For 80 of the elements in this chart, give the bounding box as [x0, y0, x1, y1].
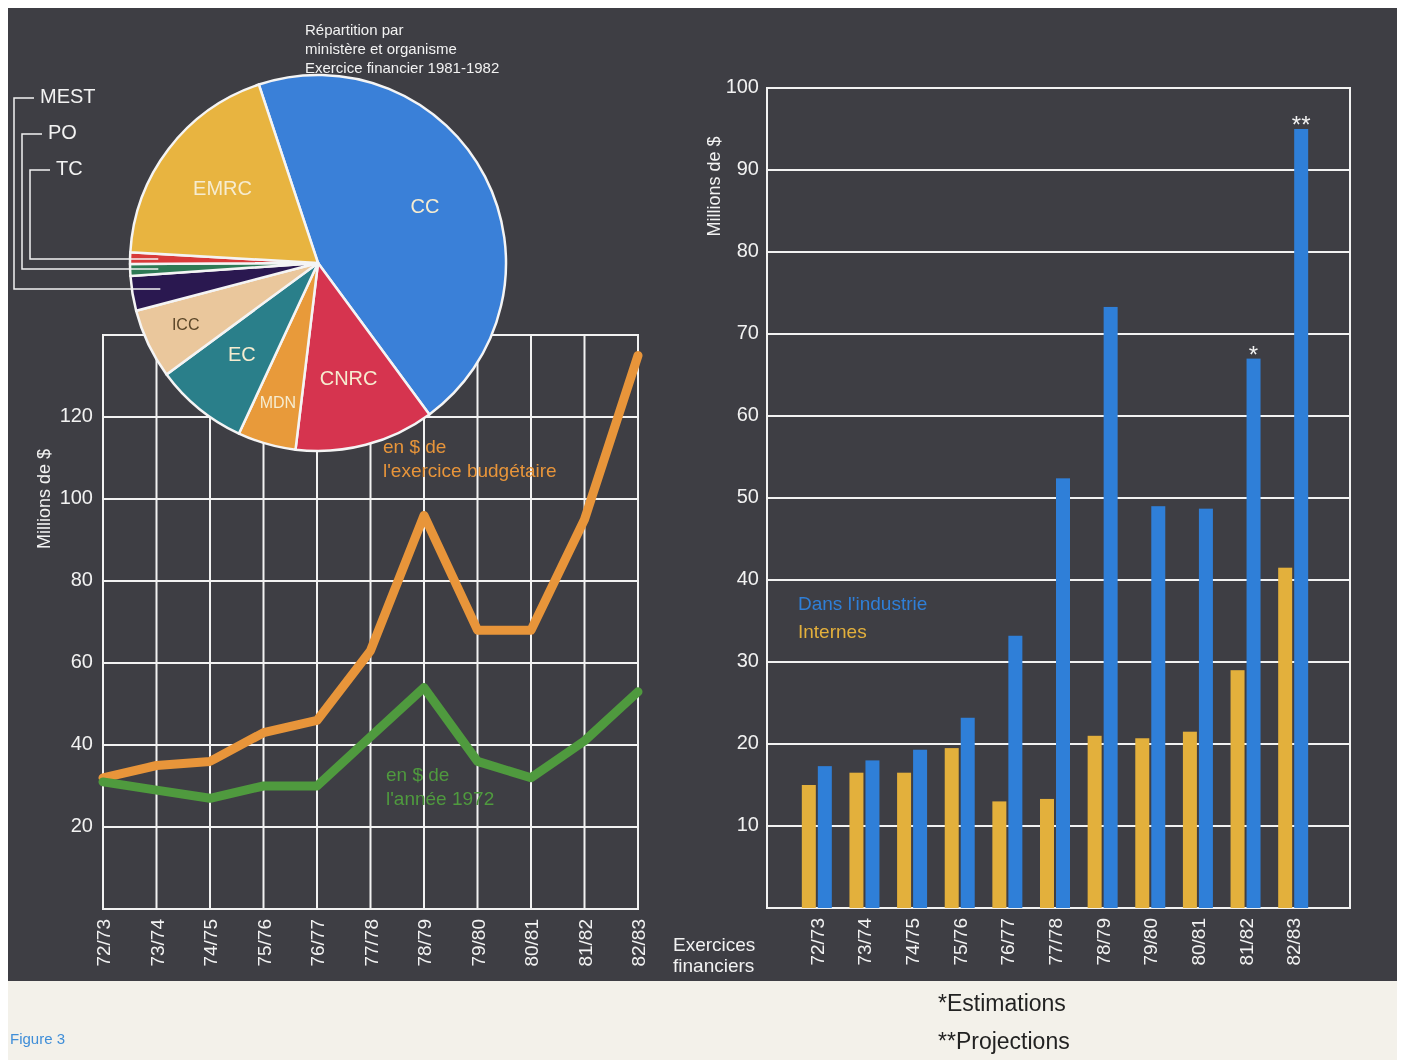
y-tick-label: 70: [736, 321, 759, 344]
bar: [1135, 738, 1150, 908]
bar: [944, 748, 959, 908]
x-tick-label: 74/75: [902, 918, 924, 966]
x-tick-label: 73/74: [146, 918, 168, 967]
bar: [960, 717, 975, 908]
caption: Figure 3: [10, 1030, 66, 1047]
x-tick-label: 75/76: [253, 919, 275, 967]
bar: [1230, 670, 1245, 908]
bar: [817, 766, 832, 908]
bar: [1040, 798, 1054, 908]
x-tick-label: 73/74: [854, 917, 876, 966]
bar: [1278, 567, 1293, 908]
x-tick-label: 77/78: [360, 919, 382, 967]
slice-label: EMRC: [193, 177, 252, 200]
x-tick-label: 79/80: [1140, 918, 1162, 966]
x-tick-label: 76/77: [307, 919, 328, 967]
slice-label: PO: [48, 121, 77, 144]
annotation: *: [1248, 340, 1259, 368]
x-tick-label: 77/78: [1045, 918, 1066, 966]
x-tick-label: 78/79: [414, 919, 435, 967]
slice-label: MEST: [40, 85, 96, 108]
x-tick-label: 78/79: [1092, 918, 1114, 966]
bar: [1182, 731, 1197, 908]
y-tick-label: 90: [736, 157, 759, 180]
chart-title: Répartition par ministère et organisme Exercice financier 1981-1982: [305, 21, 500, 76]
y-tick-label: 60: [736, 403, 759, 426]
y-tick-label: 60: [70, 650, 93, 673]
x-tick-label: 72/73: [93, 919, 114, 967]
bar: [865, 760, 880, 908]
y-tick-label: 40: [736, 567, 759, 590]
x-tick-label: 82/83: [1283, 918, 1305, 966]
x-tick-label: 74/75: [200, 919, 221, 967]
y-axis-title: Millions de $: [34, 448, 54, 550]
y-tick-label: 20: [736, 731, 759, 754]
bar: [1246, 358, 1261, 908]
text: Dans l'industrie: [798, 593, 928, 614]
y-tick-label: 120: [59, 404, 93, 427]
slice-label: CC: [410, 195, 440, 218]
bar: [849, 772, 864, 908]
x-tick-label: 75/76: [949, 918, 971, 966]
slice-label: MDN: [259, 394, 297, 412]
y-tick-label: 100: [725, 75, 759, 98]
bar: [801, 785, 816, 908]
slice-label: CNRC: [319, 366, 378, 389]
bar: [897, 772, 912, 908]
x-tick-label: 81/82: [574, 919, 596, 967]
bar: [1294, 129, 1309, 908]
x-tick-label: 82/83: [628, 919, 649, 967]
y-tick-label: 10: [736, 813, 759, 836]
text: Internes: [798, 621, 867, 642]
y-tick-label: 80: [70, 568, 93, 591]
y-tick-label: 20: [70, 814, 93, 837]
x-tick-label: 76/77: [997, 918, 1019, 966]
slice-label: EC: [227, 343, 256, 366]
x-axis-title: Exercices financiers: [673, 934, 756, 976]
text: *Estimations: [938, 990, 1066, 1016]
bar: [1087, 735, 1102, 908]
y-tick-label: 80: [736, 239, 759, 262]
bar: [1008, 635, 1023, 908]
y-axis-title: Millions de $: [704, 136, 724, 237]
x-tick-label: 79/80: [467, 919, 489, 967]
bar: [1056, 478, 1070, 908]
x-tick-label: 80/81: [1187, 918, 1209, 966]
bar: [1198, 508, 1213, 908]
slice-label: ICC: [171, 316, 200, 334]
bar: [1103, 306, 1118, 908]
annotation: **: [1291, 111, 1311, 138]
bar: [992, 801, 1007, 908]
x-tick-label: 81/82: [1235, 918, 1257, 966]
y-tick-label: 40: [70, 732, 93, 755]
y-tick-label: 50: [736, 485, 759, 508]
y-tick-label: 100: [59, 486, 93, 509]
bar: [913, 749, 928, 908]
slice-label: TC: [56, 157, 83, 180]
x-tick-label: 72/73: [806, 918, 828, 966]
bar: [1151, 506, 1166, 908]
x-tick-label: 80/81: [521, 919, 542, 967]
text: **Projections: [938, 1028, 1070, 1054]
y-tick-label: 30: [736, 649, 759, 672]
